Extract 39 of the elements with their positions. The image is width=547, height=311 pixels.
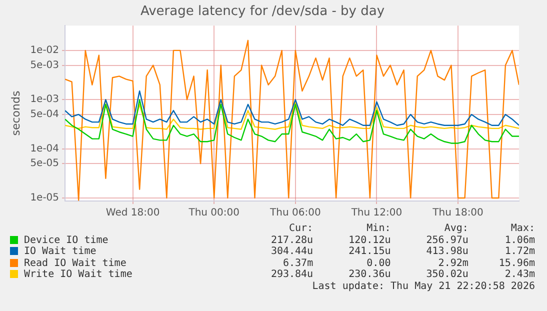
x-tick-label: Wed 18:00 xyxy=(106,208,160,219)
y-tick-label: 5e-03 xyxy=(30,60,60,71)
legend-label: IO Wait time xyxy=(23,246,98,258)
text: 1.72m xyxy=(504,246,535,258)
y-tick-label: 1e-04 xyxy=(30,143,60,154)
y-tick-label: 1e-03 xyxy=(30,94,60,106)
text: Last update: Thu May 21 22:20:58 2026 xyxy=(311,280,535,292)
text: 2.43m xyxy=(504,269,535,280)
text: 256.97u xyxy=(425,234,468,246)
y-tick-label: 1e-05 xyxy=(30,192,60,204)
text: 0.00 xyxy=(366,258,391,269)
x-tick-label: Thu 06:00 xyxy=(269,208,321,219)
legend-label: Device IO time xyxy=(23,234,110,246)
text: 2.92m xyxy=(437,258,468,269)
text: 413.98u xyxy=(425,246,468,258)
text: 120.12u xyxy=(348,234,391,246)
y-axis-title: seconds xyxy=(9,90,22,136)
y-tick-label: 5e-05 xyxy=(30,158,60,170)
y-tick-label: 5e-04 xyxy=(30,109,60,120)
text: Avg: xyxy=(443,223,468,234)
text: 1.06m xyxy=(504,234,535,246)
text: 293.84u xyxy=(270,269,314,280)
text: 217.28u xyxy=(270,234,314,246)
text: Min: xyxy=(366,223,391,234)
text: 230.36u xyxy=(348,269,391,280)
chart-title: Average latency for /dev/sda - by day xyxy=(140,4,385,20)
x-tick-label: Thu 12:00 xyxy=(350,208,402,219)
legend-label: Read IO Wait time xyxy=(23,258,128,269)
text: 350.02u xyxy=(425,269,468,280)
text: Max: xyxy=(510,223,535,234)
legend-label: Write IO Wait time xyxy=(23,269,134,280)
text: 15.96m xyxy=(498,258,535,269)
x-tick-label: Thu 18:00 xyxy=(432,208,484,219)
text: 6.37m xyxy=(282,258,314,269)
y-tick-label: 1e-02 xyxy=(30,45,60,56)
text: 241.15u xyxy=(348,246,391,258)
text: Cur: xyxy=(288,223,314,234)
x-tick-label: Thu 00:00 xyxy=(188,208,240,219)
text: 304.44u xyxy=(270,246,314,258)
